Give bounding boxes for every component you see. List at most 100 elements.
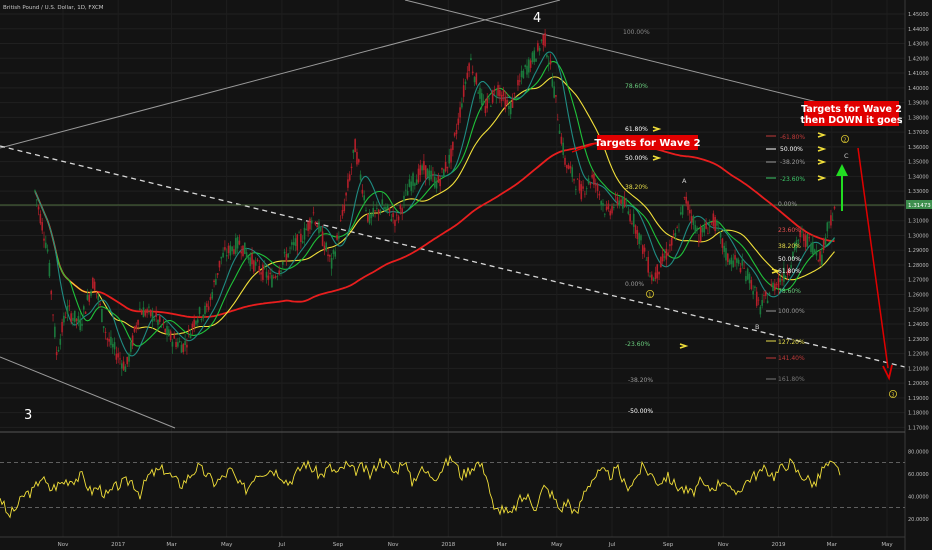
candle-body [457,118,460,125]
candle-body [795,240,798,249]
price-tick-labels: 1.45000 1.44000 1.43000 1.42000 1.41000 1.400… [908,12,929,431]
candle-body [679,212,682,215]
candle-body [802,233,805,242]
candle-body [520,70,523,78]
candle-body [191,323,194,328]
candle-body [93,281,96,291]
candle-body [774,283,776,291]
candle-body [641,245,644,254]
candle-body [142,307,145,318]
time-axis[interactable]: Nov 2017 Mar May Jul Sep Nov 2018 Mar May Jul Sep No… [58,542,894,548]
candle-body [500,94,503,102]
candle-body [386,204,389,210]
candle-body [184,341,186,346]
candle-body [705,222,707,229]
price-tick-label: 1.23000 [908,337,929,343]
big-label-line1: Targets for Wave 2 [801,104,902,115]
candle-body [242,245,244,257]
candle-body [663,256,666,258]
candle-body [824,237,827,245]
fib-label: 50.00% [625,155,648,162]
candle-body [810,243,812,253]
candle-body [585,188,588,189]
candle-body [126,356,129,365]
fib-label: 161.80% [778,376,805,383]
candle-body [497,85,499,96]
candle-body [589,182,592,185]
candle-body [175,342,177,348]
candle-body [708,224,711,228]
candle-body [113,342,116,350]
candle-body [254,261,257,266]
time-tick-label: 2017 [111,542,125,548]
candle-body [529,60,532,68]
candle-body [244,242,246,254]
candle-body [603,213,606,215]
candle-body [712,213,715,227]
candle-body [459,107,461,118]
fib-label: 61.80% [778,268,801,275]
candle-body [108,338,110,342]
time-tick-label: Nov [388,542,399,548]
candle-body [383,207,385,210]
price-tick-label: 1.35000 [908,160,929,166]
candle-body [84,311,87,314]
candle-body [231,246,233,252]
candle-body [623,198,626,207]
price-tick-label: 1.30000 [908,233,929,239]
candle-body [576,178,579,180]
candle-body [607,203,610,210]
candle-body [417,168,420,183]
candle-body [649,275,651,277]
candle-body [575,188,577,190]
candle-body [446,166,449,169]
candle-body [310,220,313,224]
candle-body [537,43,539,51]
candle-body [725,248,727,261]
candle-body [303,227,306,240]
candle-body [193,319,195,327]
candle-body [104,331,107,333]
price-tick-label: 1.33000 [908,189,929,195]
candle-body [777,277,780,288]
fib-label: 78.60% [625,83,648,90]
candle-body [394,219,396,226]
candle-body [265,271,268,278]
candle-body [699,226,702,242]
candle-body [415,179,418,185]
targets-label-box [597,135,698,150]
candle-body [736,258,738,263]
fib-label: 61.80% [625,126,648,133]
candle-body [602,203,604,206]
candle-body [75,318,78,322]
candle-body [336,234,338,240]
oscillator-line [0,454,841,519]
candle-body [247,256,250,260]
candle-body [37,206,40,210]
circle-2-label: 2 [843,137,846,143]
candle-body [278,270,280,275]
candle-body [128,353,130,362]
fib-label: 38.20% [778,243,801,250]
candle-body [347,179,349,188]
price-axis[interactable] [904,0,932,550]
candle-body [768,292,771,296]
candle-body [57,349,60,352]
circle-3-marker [889,389,898,398]
candle-body [419,165,422,176]
candle-body [135,325,138,330]
time-tick-label: May [551,542,563,548]
candle-body [672,233,675,235]
channel-upper-line-left [0,0,561,149]
wave-3-label: 3 [24,408,32,423]
oscillator-tick-label: 20.0000 [908,517,929,523]
candle-body [546,54,548,58]
candle-body [819,251,821,262]
arrow-right-icon [817,159,827,165]
candle-body [721,238,724,248]
candle-body [97,295,100,301]
time-tick-label: 2019 [771,542,785,548]
price-tick-label: 1.42000 [908,56,929,62]
candle-body [122,361,125,370]
